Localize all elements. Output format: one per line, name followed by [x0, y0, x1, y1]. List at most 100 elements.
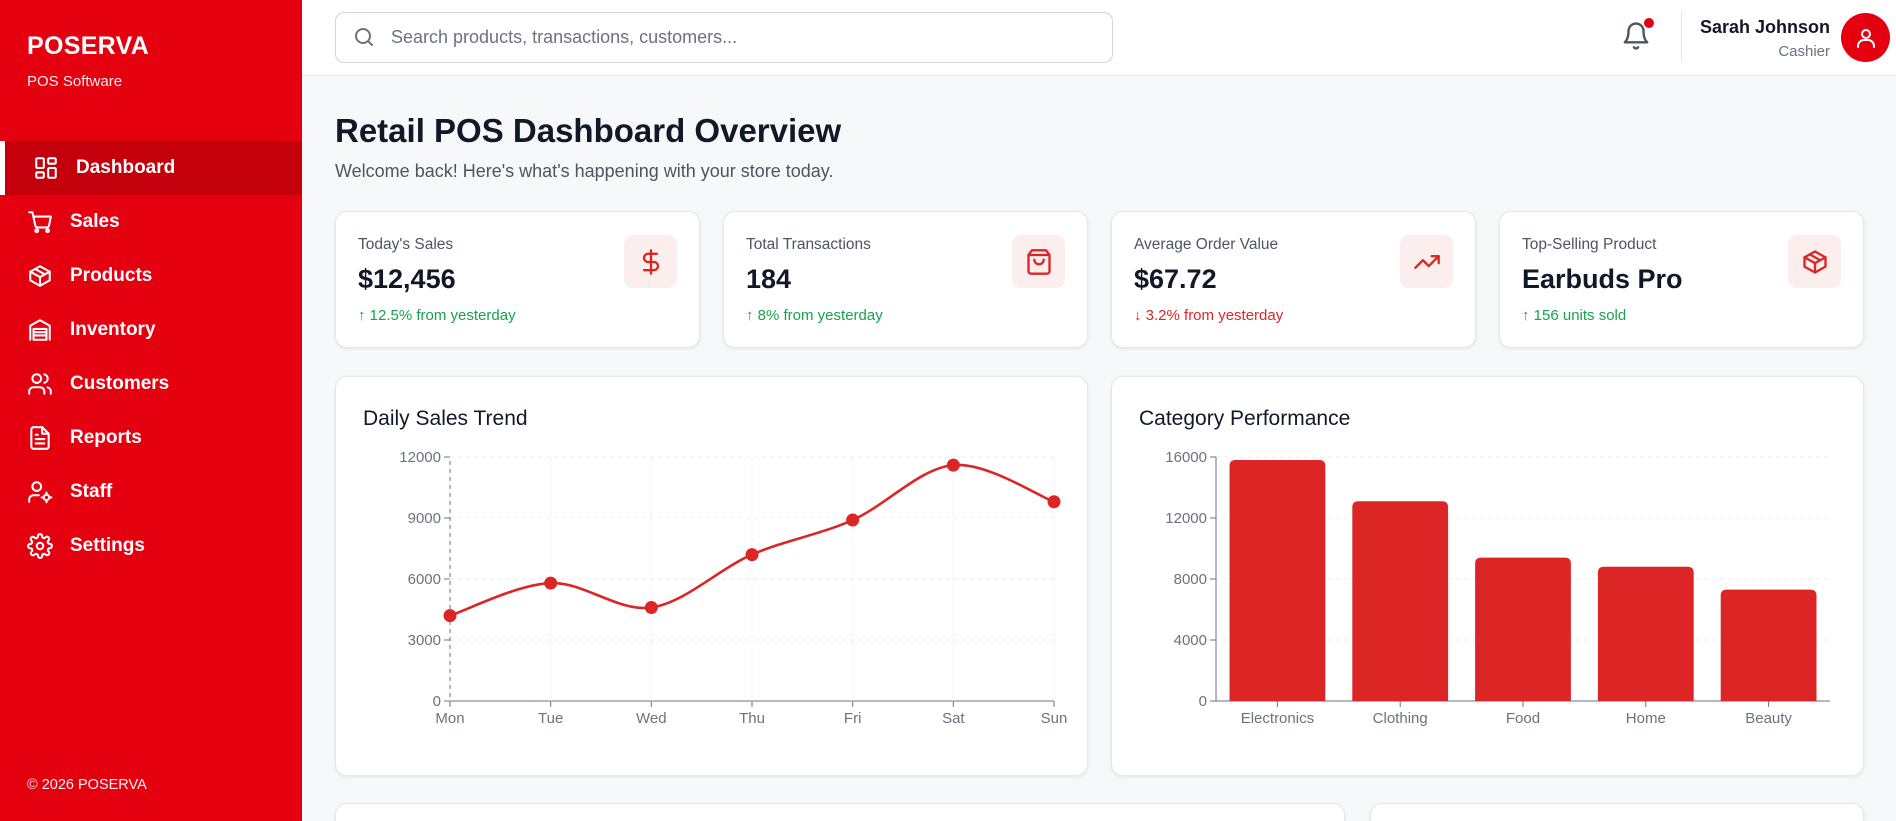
- data-point: [846, 513, 860, 527]
- top-header: Sarah Johnson Cashier: [302, 0, 1896, 76]
- sidebar-nav: Dashboard Sales Products Inventory Custo…: [0, 141, 302, 573]
- data-point: [443, 609, 457, 623]
- stat-card-todays-sales: Today's Sales $12,456 ↑ 12.5% from yeste…: [335, 211, 700, 348]
- bottom-card-right: [1370, 803, 1864, 821]
- daily-sales-line-chart: 0 3000 6000 9000 12000 Mon Tue Wed Thu Fri Sat Sun: [399, 449, 1068, 727]
- cart-icon: [27, 209, 53, 235]
- sidebar-item-inventory[interactable]: Inventory: [0, 303, 302, 357]
- category-performance-card: Category Performance 0 4000 8000 12000 16000…: [1111, 376, 1864, 776]
- data-point: [1047, 495, 1061, 509]
- bar: [1352, 501, 1449, 701]
- y-tick-label: 3000: [408, 632, 441, 649]
- stat-value: $12,456: [358, 264, 456, 294]
- x-tick-label: Sat: [942, 710, 965, 727]
- y-tick-label: 16000: [1165, 449, 1207, 466]
- sidebar-item-label: Customers: [70, 373, 170, 394]
- stat-value: 184: [746, 264, 792, 294]
- brand-name[interactable]: POSERVA: [27, 32, 150, 60]
- y-tick-label: 12000: [1165, 510, 1207, 527]
- stat-card-top-selling-product: Top-Selling Product Earbuds Pro ↑ 156 un…: [1499, 211, 1864, 348]
- data-point: [644, 600, 658, 614]
- sidebar-item-dashboard[interactable]: Dashboard: [0, 141, 302, 195]
- data-point: [745, 548, 759, 562]
- y-tick-label: 6000: [408, 571, 441, 588]
- x-tick-label: Sun: [1041, 710, 1068, 727]
- avatar[interactable]: [1841, 13, 1890, 62]
- sidebar-item-label: Staff: [70, 481, 113, 502]
- gear-icon: [27, 533, 53, 559]
- stat-card-average-order-value: Average Order Value $67.72 ↓ 3.2% from y…: [1111, 211, 1476, 348]
- stat-value: Earbuds Pro: [1522, 264, 1683, 294]
- sidebar-item-settings[interactable]: Settings: [0, 519, 302, 573]
- sidebar-item-customers[interactable]: Customers: [0, 357, 302, 411]
- sidebar-item-label: Products: [70, 265, 153, 286]
- file-text-icon: [27, 425, 53, 451]
- brand-subtitle: POS Software: [27, 73, 123, 90]
- chart-title: Category Performance: [1139, 407, 1351, 430]
- bar: [1720, 589, 1817, 701]
- stat-change: ↑ 156 units sold: [1522, 307, 1627, 324]
- warehouse-icon: [27, 317, 53, 343]
- bar: [1597, 566, 1694, 701]
- x-tick-label: Wed: [636, 710, 667, 727]
- stat-label: Top-Selling Product: [1522, 236, 1657, 253]
- stat-label: Total Transactions: [746, 236, 871, 253]
- data-point: [946, 458, 960, 472]
- stat-card-total-transactions: Total Transactions 184 ↑ 8% from yesterd…: [723, 211, 1088, 348]
- sidebar-item-label: Sales: [70, 211, 120, 232]
- stat-label: Average Order Value: [1134, 236, 1279, 253]
- sidebar-item-sales[interactable]: Sales: [0, 195, 302, 249]
- sidebar: POSERVA POS Software Dashboard Sales Pro…: [0, 0, 302, 821]
- y-tick-label: 0: [433, 693, 441, 710]
- sidebar-item-staff[interactable]: Staff: [0, 465, 302, 519]
- sidebar-item-label: Settings: [70, 535, 145, 556]
- sidebar-item-label: Reports: [70, 427, 142, 448]
- x-tick-label: Thu: [739, 710, 765, 727]
- stat-value: $67.72: [1134, 264, 1217, 294]
- user-name[interactable]: Sarah Johnson: [1699, 17, 1830, 37]
- chart-title: Daily Sales Trend: [363, 407, 528, 430]
- sidebar-item-label: Inventory: [70, 319, 156, 340]
- y-tick-label: 0: [1199, 693, 1207, 710]
- notification-badge: [1644, 18, 1654, 28]
- dollar-icon: [624, 235, 677, 288]
- bottom-card-left: [335, 803, 1345, 821]
- trending-up-icon: [1400, 235, 1453, 288]
- data-point: [544, 576, 558, 590]
- user-icon: [1856, 28, 1875, 48]
- box-icon: [27, 263, 53, 289]
- stat-change: ↓ 3.2% from yesterday: [1134, 307, 1284, 324]
- page-subtitle: Welcome back! Here's what's happening wi…: [335, 161, 834, 181]
- users-icon: [27, 371, 53, 397]
- search-bar[interactable]: [335, 12, 1113, 63]
- page-title: Retail POS Dashboard Overview: [335, 112, 842, 149]
- x-tick-label: Tue: [538, 710, 563, 727]
- y-tick-label: 12000: [399, 449, 441, 466]
- notification-bell-icon[interactable]: [1621, 21, 1653, 53]
- x-tick-label: Electronics: [1241, 710, 1314, 727]
- sidebar-item-label: Dashboard: [76, 157, 176, 178]
- x-tick-label: Food: [1506, 710, 1540, 727]
- package-icon: [1788, 235, 1841, 288]
- x-tick-label: Clothing: [1373, 710, 1428, 727]
- x-tick-label: Mon: [435, 710, 464, 727]
- category-performance-bar-chart: 0 4000 8000 12000 16000 Electronics Clothing Fo…: [1165, 449, 1830, 727]
- search-icon: [352, 25, 378, 51]
- bar: [1475, 557, 1571, 701]
- search-input[interactable]: [391, 27, 1091, 48]
- sidebar-item-reports[interactable]: Reports: [0, 411, 302, 465]
- y-tick-label: 4000: [1174, 632, 1207, 649]
- x-tick-label: Home: [1626, 710, 1666, 727]
- y-tick-label: 9000: [408, 510, 441, 527]
- stat-change: ↑ 12.5% from yesterday: [358, 307, 516, 324]
- sidebar-item-products[interactable]: Products: [0, 249, 302, 303]
- copyright: © 2026 POSERVA: [27, 777, 147, 793]
- stat-change: ↑ 8% from yesterday: [746, 307, 883, 324]
- x-tick-label: Beauty: [1745, 710, 1792, 727]
- dashboard-icon: [33, 155, 59, 181]
- header-divider: [1681, 12, 1682, 62]
- user-cog-icon: [27, 479, 53, 505]
- x-tick-label: Fri: [844, 710, 862, 727]
- y-tick-label: 8000: [1174, 571, 1207, 588]
- shopping-bag-icon: [1012, 235, 1065, 288]
